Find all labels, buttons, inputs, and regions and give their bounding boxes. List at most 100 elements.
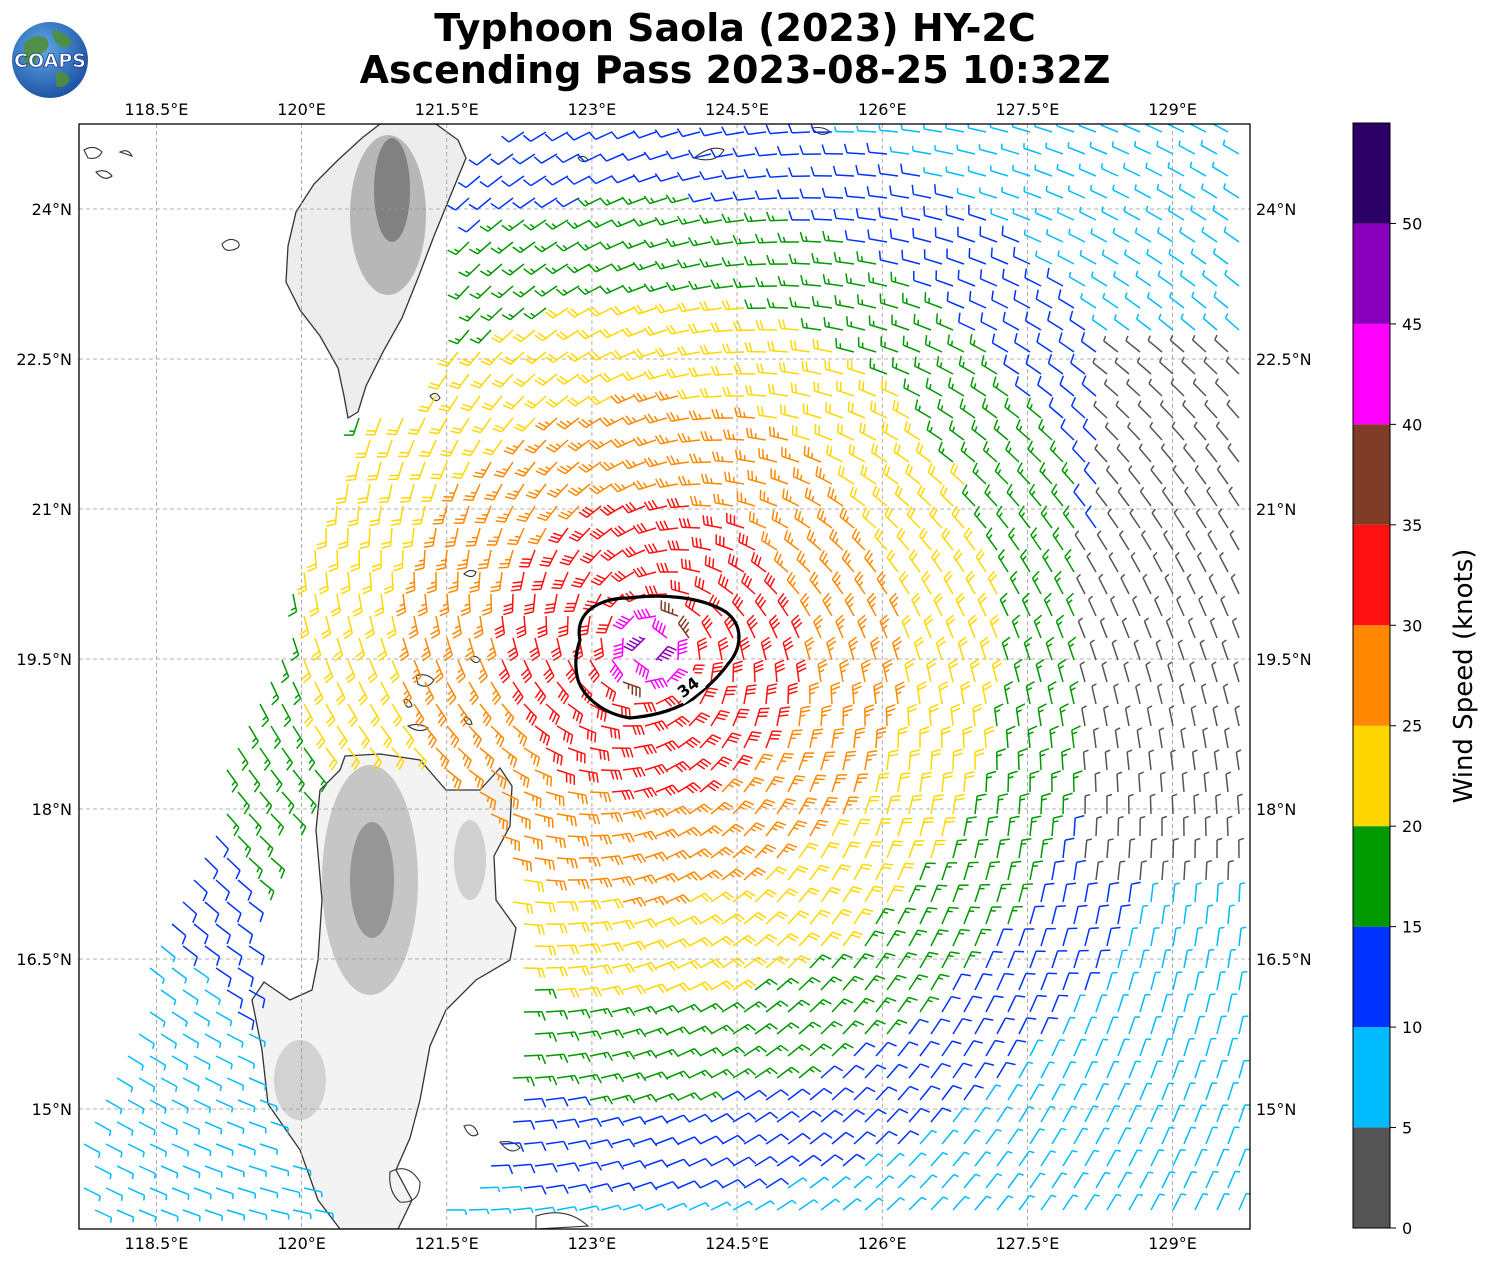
wind-barb bbox=[1150, 465, 1163, 485]
wind-barb bbox=[622, 809, 646, 821]
wind-barb bbox=[578, 1161, 603, 1171]
wind-barb bbox=[743, 169, 767, 179]
wind-barb bbox=[710, 1157, 735, 1167]
wind-barb bbox=[864, 885, 884, 903]
wind-barb bbox=[897, 907, 916, 925]
wind-barb bbox=[1095, 994, 1108, 1013]
wind-barb bbox=[1238, 1015, 1249, 1035]
wind-barb bbox=[908, 974, 929, 991]
wind-barb bbox=[1167, 205, 1185, 221]
wind-barb bbox=[326, 505, 338, 527]
wind-barb bbox=[744, 342, 767, 353]
wind-barb bbox=[980, 312, 998, 331]
wind-barb bbox=[564, 593, 580, 613]
wind-barb bbox=[1102, 705, 1109, 727]
wind-barb bbox=[1064, 548, 1075, 573]
wind-barb bbox=[904, 658, 915, 683]
wind-barb bbox=[1094, 443, 1108, 463]
wind-barb bbox=[567, 703, 584, 724]
wind-barb bbox=[1095, 487, 1108, 507]
wind-barb bbox=[1029, 1083, 1045, 1101]
wind-barb bbox=[924, 292, 943, 309]
wind-barb bbox=[1086, 552, 1097, 573]
wind-barb bbox=[1103, 379, 1119, 397]
wind-barb bbox=[677, 1092, 702, 1101]
wind-barb bbox=[710, 279, 734, 289]
lon-tick-label-bottom: 127.5°E bbox=[995, 1234, 1059, 1253]
wind-barb bbox=[215, 835, 230, 858]
wind-barb bbox=[490, 571, 503, 593]
wind-barb bbox=[610, 570, 635, 583]
wind-barb bbox=[984, 484, 998, 507]
wind-barb bbox=[303, 1187, 323, 1198]
wind-barb bbox=[700, 431, 723, 442]
wind-barb bbox=[480, 351, 503, 366]
wind-barb bbox=[237, 1187, 256, 1199]
wind-barb bbox=[556, 1118, 580, 1128]
wind-barb bbox=[486, 637, 497, 662]
wind-barb bbox=[579, 549, 602, 564]
wind-barb bbox=[490, 153, 514, 166]
wind-barb bbox=[1089, 141, 1108, 155]
wind-barb bbox=[754, 978, 778, 991]
wind-barb bbox=[911, 184, 932, 199]
wind-barb bbox=[1171, 421, 1185, 441]
wind-barb bbox=[799, 231, 822, 243]
wind-barb bbox=[578, 1030, 602, 1040]
wind-barb bbox=[599, 328, 624, 339]
wind-barb bbox=[867, 272, 888, 287]
wind-barb bbox=[588, 131, 613, 141]
wind-barb bbox=[259, 1099, 278, 1112]
wind-barb bbox=[171, 1055, 189, 1071]
wind-barb bbox=[858, 379, 877, 397]
wind-barb bbox=[1091, 683, 1097, 705]
wind-barb bbox=[215, 1143, 234, 1156]
wind-barb bbox=[723, 614, 736, 639]
wind-barb bbox=[215, 1055, 233, 1070]
wind-barb bbox=[875, 952, 896, 969]
wind-barb bbox=[1004, 397, 1020, 419]
wind-barb bbox=[507, 637, 519, 662]
lon-tick-label-top: 121.5°E bbox=[415, 100, 479, 119]
wind-barb bbox=[763, 572, 778, 595]
wind-barb bbox=[990, 208, 1009, 221]
wind-barb bbox=[1167, 661, 1174, 683]
wind-barb bbox=[171, 1099, 189, 1114]
wind-barb bbox=[908, 1063, 930, 1079]
wind-barb bbox=[182, 1165, 201, 1179]
wind-barb bbox=[979, 226, 998, 243]
wind-barb bbox=[1139, 486, 1152, 507]
wind-barb bbox=[776, 1155, 800, 1167]
wind-barb bbox=[758, 448, 778, 463]
wind-barb bbox=[866, 592, 877, 617]
wind-barb bbox=[556, 901, 579, 912]
wind-barb bbox=[1212, 705, 1219, 727]
wind-barb bbox=[665, 368, 690, 379]
wind-barb bbox=[655, 1092, 680, 1102]
wind-barb bbox=[765, 1000, 789, 1013]
wind-barb bbox=[666, 1026, 691, 1035]
wind-barb bbox=[979, 187, 998, 199]
wind-barb bbox=[996, 928, 1013, 947]
wind-barb bbox=[688, 848, 713, 859]
wind-barb bbox=[1106, 838, 1114, 859]
wind-barb bbox=[333, 637, 344, 662]
wind-barb bbox=[1078, 163, 1097, 177]
wind-barb bbox=[1015, 419, 1031, 441]
wind-barb bbox=[321, 615, 332, 640]
wind-barb bbox=[688, 323, 712, 334]
wind-barb bbox=[204, 857, 219, 880]
wind-barb bbox=[479, 747, 495, 769]
wind-barb bbox=[215, 879, 231, 902]
wind-barb bbox=[984, 725, 995, 749]
wind-barb bbox=[534, 285, 558, 297]
wind-barb bbox=[611, 919, 636, 930]
wind-barb bbox=[1028, 483, 1042, 507]
wind-barb bbox=[1238, 1059, 1250, 1079]
wind-barb bbox=[504, 483, 525, 500]
wind-barb bbox=[545, 439, 569, 453]
wind-barb bbox=[105, 1099, 123, 1115]
wind-barb bbox=[831, 908, 852, 925]
wind-barb bbox=[941, 771, 954, 793]
wind-barb bbox=[555, 285, 580, 296]
